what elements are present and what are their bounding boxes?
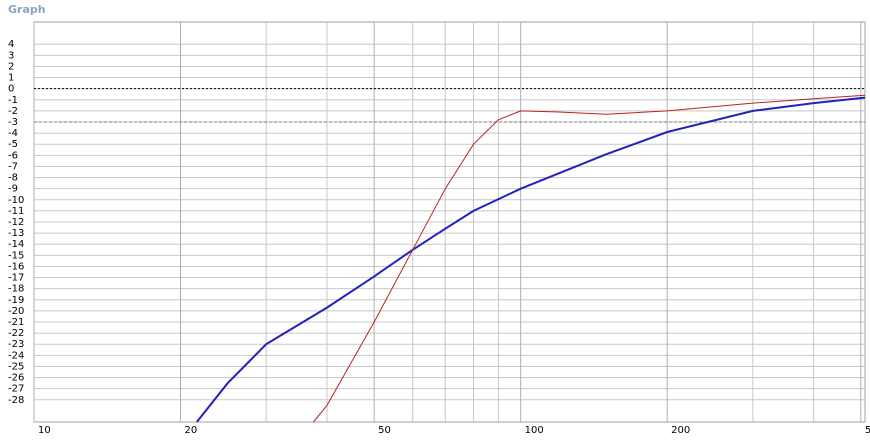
x-tick-label: 500 [865,425,870,436]
y-tick-label: -3 [8,117,18,128]
y-tick-label: 3 [8,50,14,61]
y-tick-label: -26 [8,373,24,384]
y-tick-label: 4 [8,39,14,50]
y-tick-label: -5 [8,139,18,150]
chart-title: Graph [8,3,46,16]
y-tick-label: -13 [8,228,24,239]
y-tick-label: -9 [8,184,18,195]
y-tick-label: -2 [8,106,18,117]
y-tick-label: -12 [8,217,24,228]
y-tick-label: -7 [8,161,18,172]
series-line [196,96,866,423]
y-tick-label: -4 [8,128,18,139]
y-tick-label: -17 [8,273,24,284]
y-tick-label: -27 [8,384,24,395]
y-tick-label: 1 [8,73,14,84]
y-tick-label: -6 [8,150,18,161]
y-tick-label: -8 [8,173,18,184]
y-tick-label: -15 [8,250,24,261]
x-tick-label: 100 [525,425,544,436]
y-tick-label: -16 [8,261,24,272]
y-tick-label: -23 [8,339,24,350]
x-tick-label: 10 [38,425,51,436]
y-tick-label: -20 [8,306,24,317]
y-tick-label: -10 [8,195,24,206]
x-tick-label: 200 [671,425,690,436]
y-tick-label: -14 [8,239,24,250]
y-tick-label: -24 [8,350,24,361]
y-tick-label: 2 [8,61,14,72]
x-tick-label: 50 [378,425,391,436]
y-tick-label: -22 [8,328,24,339]
x-tick-label: 20 [184,425,197,436]
y-tick-label: -21 [8,317,24,328]
series-line [313,94,866,423]
y-tick-label: -1 [8,95,18,106]
y-tick-label: -25 [8,361,24,372]
y-tick-label: -18 [8,284,24,295]
y-tick-label: -11 [8,206,24,217]
y-tick-label: -28 [8,395,24,406]
y-tick-label: 0 [8,84,14,95]
y-tick-label: -19 [8,295,24,306]
